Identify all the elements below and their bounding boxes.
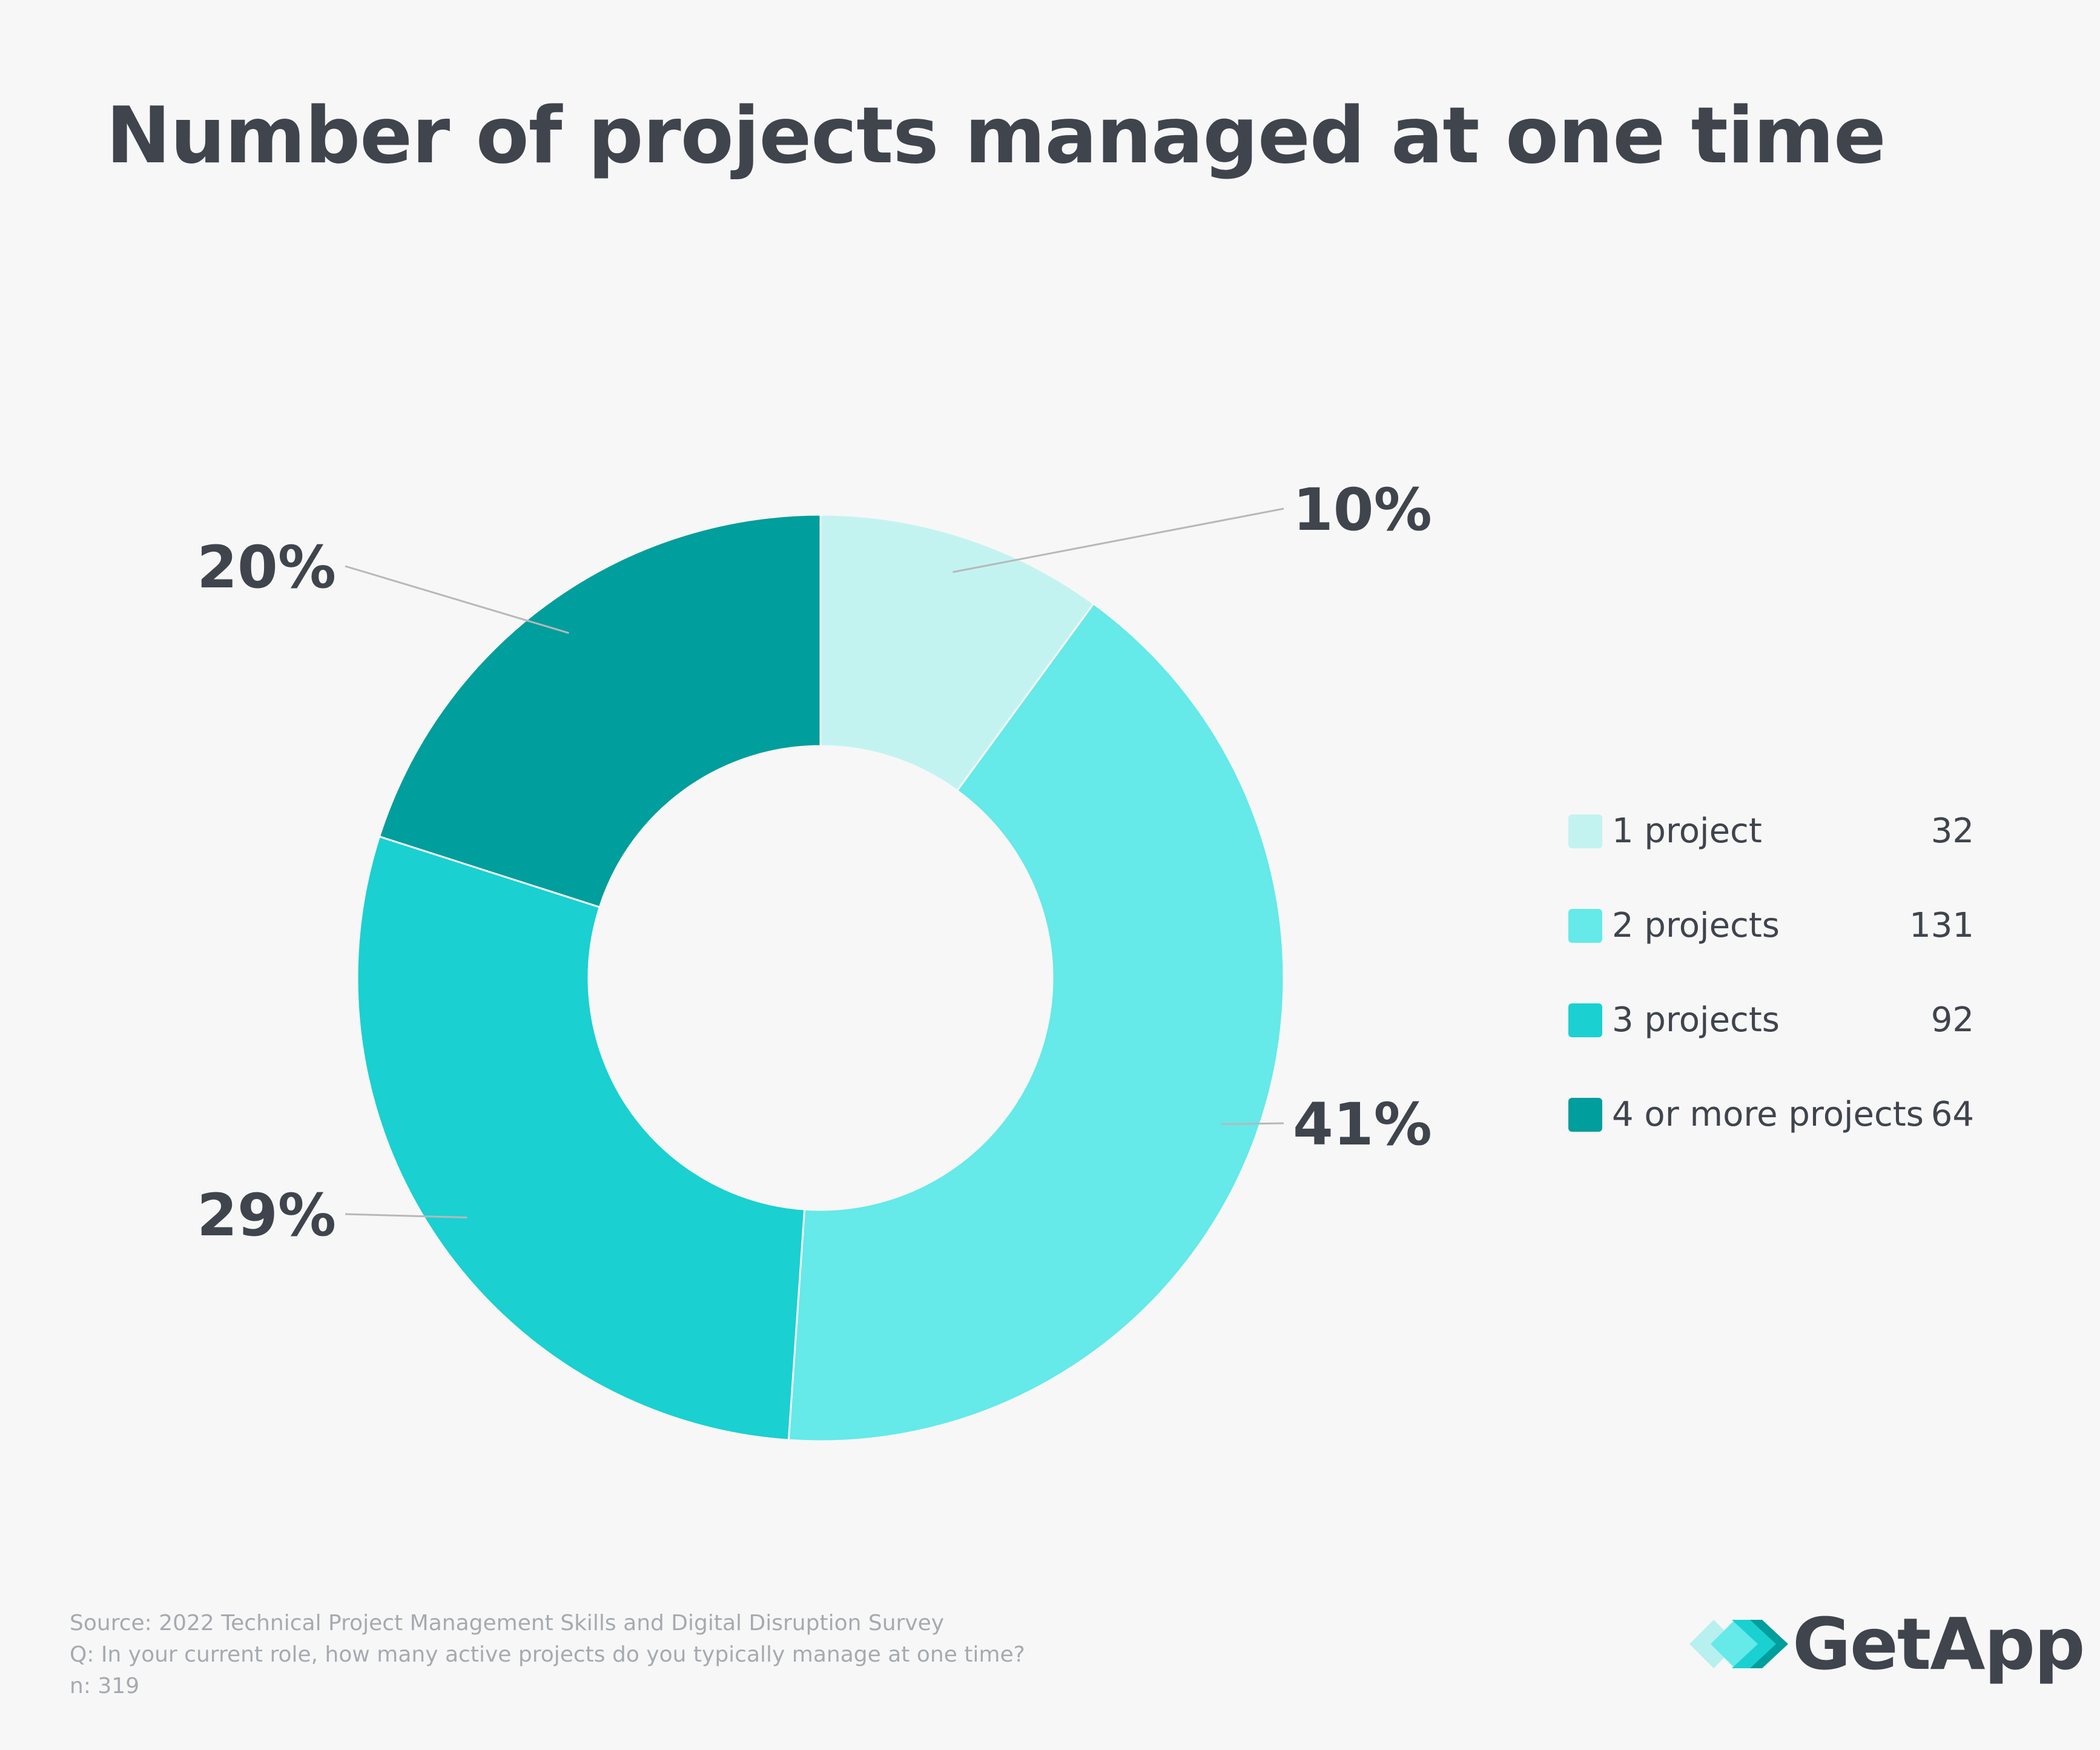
- leader-line-2: [1221, 1122, 1284, 1125]
- legend-swatch: [1568, 1098, 1602, 1132]
- legend-count: 64: [1930, 1095, 1974, 1134]
- donut-slice-2: [787, 602, 1285, 1442]
- legend-swatch: [1568, 909, 1602, 943]
- question-note: Q: In your current role, how many active…: [70, 1642, 1025, 1667]
- legend: 1 project 32 2 projects 131 3 projects 9…: [1568, 808, 1974, 1186]
- donut-slice-1: [819, 513, 1095, 792]
- leader-line-1: [953, 507, 1284, 573]
- getapp-chevrons-icon: [1689, 1620, 1788, 1668]
- legend-item-1-project: 1 project 32: [1568, 808, 1974, 903]
- getapp-logo: GetApp: [1686, 1605, 2085, 1683]
- donut-slice-4: [378, 513, 822, 908]
- legend-swatch: [1568, 814, 1602, 848]
- percent-label-2: 41%: [1293, 1091, 1432, 1158]
- source-note: Source: 2022 Technical Project Managemen…: [70, 1611, 945, 1636]
- legend-swatch: [1568, 1003, 1602, 1037]
- legend-item-3-projects: 3 projects 92: [1568, 997, 1974, 1092]
- legend-item-2-projects: 2 projects 131: [1568, 903, 1974, 997]
- logo-text: GetApp: [1792, 1602, 2085, 1686]
- chart-title: Number of projects managed at one time: [106, 91, 1886, 181]
- percent-label-1: 10%: [1293, 476, 1432, 544]
- legend-count: 131: [1909, 906, 1974, 945]
- donut-slice-3: [356, 835, 806, 1441]
- percent-label-3: 29%: [197, 1181, 336, 1249]
- footer-notes: Source: 2022 Technical Project Managemen…: [70, 1608, 1025, 1702]
- leader-line-3: [345, 1213, 467, 1219]
- percent-label-4: 20%: [197, 533, 336, 601]
- legend-item-4-or-more-projects: 4 or more projects 64: [1568, 1092, 1974, 1186]
- legend-label: 3 projects: [1612, 1000, 1780, 1040]
- legend-label: 4 or more projects: [1612, 1095, 1924, 1134]
- leader-line-4: [345, 565, 569, 634]
- legend-label: 1 project: [1612, 811, 1762, 851]
- legend-count: 32: [1930, 811, 1974, 851]
- legend-count: 92: [1930, 1000, 1974, 1040]
- sample-size-note: n: 319: [70, 1674, 140, 1699]
- legend-label: 2 projects: [1612, 906, 1780, 945]
